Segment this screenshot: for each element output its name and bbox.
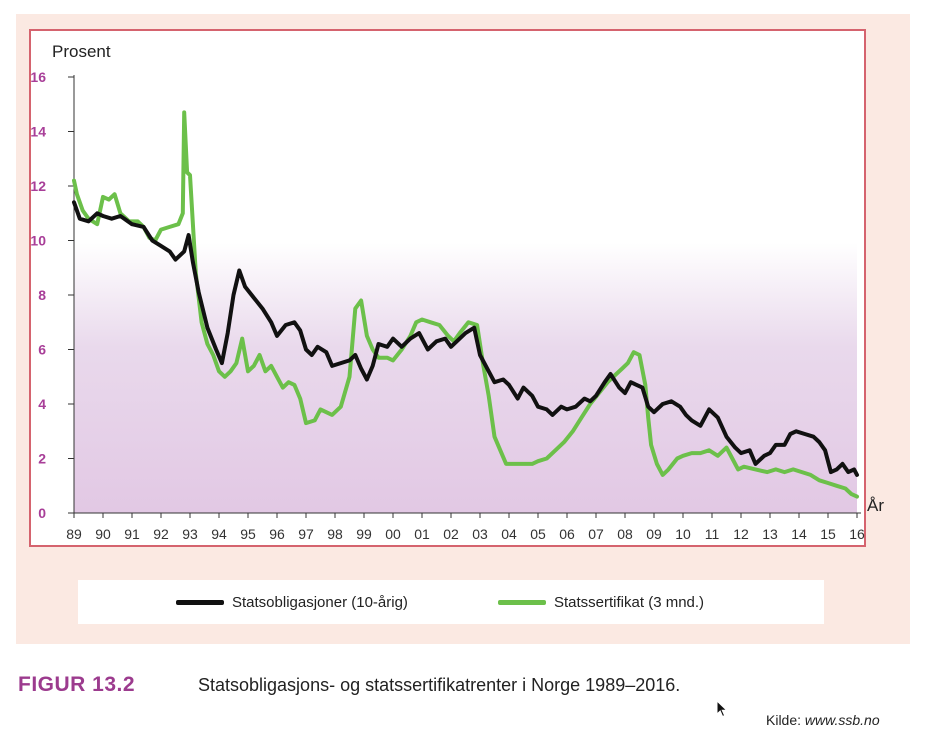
figure-title: Statsobligasjons- og statssertifikatrent… xyxy=(198,675,681,695)
source-prefix: Kilde: xyxy=(766,712,805,728)
x-tick-label: 98 xyxy=(327,526,343,542)
mouse-cursor-icon xyxy=(716,700,728,718)
x-tick-label: 03 xyxy=(472,526,488,542)
x-tick-label: 90 xyxy=(95,526,111,542)
legend-swatch-black xyxy=(176,599,224,605)
figure-label: FIGUR 13.2 xyxy=(18,673,136,696)
x-tick-label: 05 xyxy=(530,526,546,542)
y-tick-label: 6 xyxy=(38,342,46,358)
x-tick-label: 08 xyxy=(617,526,633,542)
y-tick-label: 4 xyxy=(38,396,46,412)
y-tick-label: 0 xyxy=(38,505,46,521)
y-tick-label: 8 xyxy=(38,287,46,303)
source-link[interactable]: www.ssb.no xyxy=(804,712,880,728)
x-tick-label: 00 xyxy=(385,526,401,542)
x-tick-label: 14 xyxy=(791,526,807,542)
legend-swatch-green xyxy=(498,599,546,605)
legend: Statsobligasjoner (10-årig) Statssertifi… xyxy=(78,580,824,624)
x-tick-label: 96 xyxy=(269,526,285,542)
x-tick-label: 07 xyxy=(588,526,604,542)
source-line: Kilde: www.ssb.no xyxy=(766,712,880,728)
y-tick-label: 12 xyxy=(30,178,46,194)
x-tick-label: 09 xyxy=(646,526,662,542)
x-tick-label: 10 xyxy=(675,526,691,542)
x-axis-label: År xyxy=(867,496,884,515)
y-tick-label: 10 xyxy=(30,233,46,249)
x-tick-label: 16 xyxy=(849,526,865,542)
x-tick-label: 99 xyxy=(356,526,372,542)
x-tick-label: 11 xyxy=(705,526,720,542)
x-tick-label: 04 xyxy=(501,526,517,542)
x-tick-label: 92 xyxy=(153,526,169,542)
figure-caption: FIGUR 13.2 Statsobligasjons- og statsser… xyxy=(18,673,680,697)
x-tick-label: 93 xyxy=(182,526,198,542)
y-tick-label: 14 xyxy=(30,124,46,140)
legend-item-statsobligasjoner: Statsobligasjoner (10-årig) xyxy=(176,580,408,624)
x-tick-label: 97 xyxy=(298,526,314,542)
x-tick-label: 15 xyxy=(820,526,836,542)
x-tick-label: 95 xyxy=(240,526,256,542)
y-tick-label: 16 xyxy=(30,69,46,85)
x-tick-label: 06 xyxy=(559,526,575,542)
x-tick-label: 89 xyxy=(66,526,82,542)
y-axis-label: Prosent xyxy=(52,42,111,61)
legend-label-statsobligasjoner: Statsobligasjoner (10-årig) xyxy=(232,593,408,611)
series-line-statssertifikat xyxy=(72,110,859,499)
x-tick-label: 01 xyxy=(414,526,430,542)
legend-item-statssertifikat: Statssertifikat (3 mnd.) xyxy=(498,580,704,624)
x-tick-label: 13 xyxy=(762,526,778,542)
x-tick-label: 94 xyxy=(211,526,227,542)
y-tick-label: 2 xyxy=(38,451,46,467)
plot-background xyxy=(74,77,857,513)
legend-label-statssertifikat: Statssertifikat (3 mnd.) xyxy=(554,593,705,611)
x-tick-label: 91 xyxy=(124,526,140,542)
x-tick-label: 12 xyxy=(733,526,749,542)
series-line-statsobligasjoner xyxy=(72,200,859,477)
x-tick-label: 02 xyxy=(443,526,459,542)
